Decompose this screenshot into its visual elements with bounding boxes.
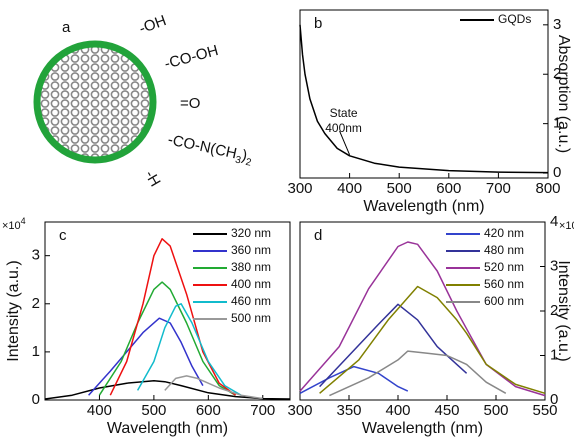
y-tick-label: 1	[32, 343, 40, 360]
data-line	[165, 376, 263, 399]
legend-label: 400 nm	[231, 277, 271, 291]
x-tick-label: 400	[337, 180, 362, 197]
panel-a: a -OH -CO-OH =O -CO-N(CH3)2 -H	[37, 12, 255, 190]
group-label: -H	[141, 167, 164, 189]
group-label: -OH	[137, 12, 169, 37]
panel-label: b	[314, 15, 322, 32]
x-tick-label: 450	[434, 402, 459, 419]
legend-label: 520 nm	[484, 260, 524, 274]
legend-label: 320 nm	[231, 226, 271, 240]
y-tick-label: 4	[550, 213, 558, 230]
y-tick-label: 2	[32, 295, 40, 312]
legend-label: 480 nm	[484, 243, 524, 257]
data-line	[45, 381, 290, 399]
annotation: 400nm	[325, 121, 362, 135]
legend-label: 420 nm	[484, 226, 524, 240]
data-line	[89, 318, 203, 395]
x-tick-label: 400	[87, 402, 112, 419]
data-line	[300, 25, 548, 173]
figure: a -OH -CO-OH =O -CO-N(CH3)2 -H 300400500…	[0, 0, 574, 437]
multiplier-base: ×10	[559, 220, 574, 232]
data-line	[99, 282, 235, 395]
y-tick-label: 0	[553, 164, 561, 181]
group-text: -CO-N(CH	[166, 131, 238, 162]
legend-label: 360 nm	[231, 243, 271, 257]
y-tick-label: 0	[32, 391, 40, 408]
data-line	[329, 351, 505, 396]
data-line	[110, 239, 235, 395]
x-tick-label: 350	[336, 402, 361, 419]
x-tick-label: 700	[250, 402, 275, 419]
panel-label: c	[59, 227, 67, 244]
y-axis-title: Intensity (a.u.)	[5, 260, 22, 361]
legend-label: 500 nm	[231, 311, 271, 325]
x-tick-label: 600	[436, 180, 461, 197]
x-axis-title: Wavelength (nm)	[363, 198, 484, 215]
legend-label: GQDs	[498, 12, 531, 26]
y-axis-title: Absorption (a.u.)	[555, 35, 572, 153]
y-tick-label: 0	[550, 391, 558, 408]
y-tick-label: 3	[32, 247, 40, 264]
y-axis-title: Intensity (a.u.)	[555, 260, 572, 361]
x-tick-label: 500	[141, 402, 166, 419]
panel-label: a	[62, 19, 71, 36]
group-label: -CO-N(CH3)2	[166, 131, 255, 168]
y-tick-label: 3	[553, 16, 561, 33]
x-tick-label: 400	[385, 402, 410, 419]
y-multiplier: ×104	[2, 216, 26, 232]
legend-label: 560 nm	[484, 277, 524, 291]
panel-label: d	[314, 227, 322, 244]
legend-label: 380 nm	[231, 260, 271, 274]
x-axis-title: Wavelength (nm)	[362, 420, 483, 437]
panel-c: 400 500 600 700 0 1 2 3 Wavelength (nm) Intensity…	[2, 216, 290, 437]
multiplier-exp: 4	[21, 216, 26, 226]
subscript: 2	[245, 156, 253, 168]
multiplier-base: ×10	[2, 220, 21, 232]
group-label: =O	[180, 95, 200, 112]
legend-label: 460 nm	[231, 294, 271, 308]
y-multiplier: ×103	[559, 216, 574, 232]
x-tick-label: 800	[535, 180, 560, 197]
legend-label: 600 nm	[484, 294, 524, 308]
x-tick-label: 300	[287, 402, 312, 419]
x-tick-label: 600	[196, 402, 221, 419]
x-axis-title: Wavelength (nm)	[107, 420, 228, 437]
data-line	[300, 367, 408, 394]
x-tick-label: 700	[486, 180, 511, 197]
plot-frame	[300, 10, 548, 178]
x-tick-label: 500	[483, 402, 508, 419]
group-label: -CO-OH	[163, 42, 221, 73]
x-tick-label: 500	[387, 180, 412, 197]
x-tick-label: 300	[287, 180, 312, 197]
annotation: State	[330, 106, 358, 120]
